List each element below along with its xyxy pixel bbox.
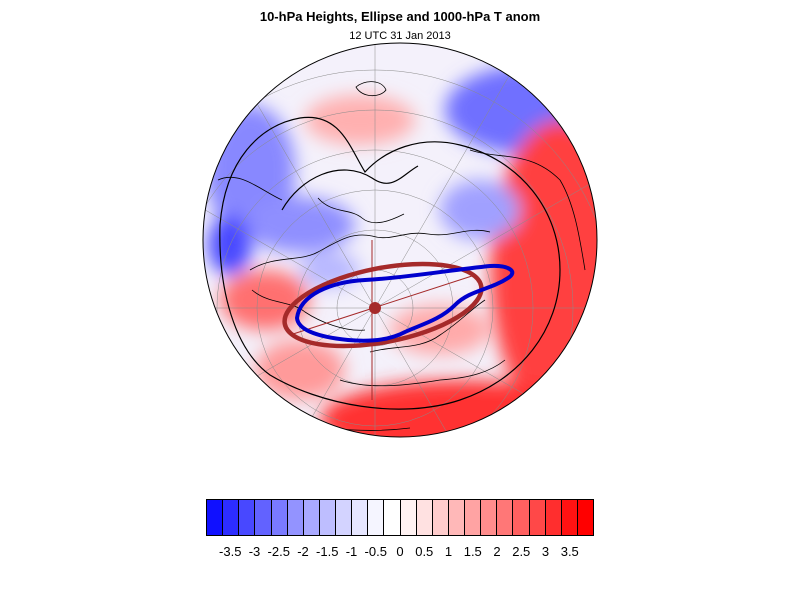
colorbar-tick-label: 0 — [396, 544, 404, 559]
meridian-line — [374, 307, 536, 437]
meridian-line — [214, 307, 376, 437]
colorbar-swatch — [545, 500, 562, 535]
colorbar-tick-label: -3.5 — [219, 544, 242, 559]
colorbar-tick-label: -3 — [248, 544, 261, 559]
vortex-edge-contour — [294, 263, 515, 343]
colorbar-swatch — [529, 500, 546, 535]
chart-title: 10-hPa Heights, Ellipse and 1000-hPa T a… — [259, 9, 541, 24]
height-contours — [219, 116, 561, 410]
colorbar-swatch — [513, 500, 530, 535]
colorbar-swatch — [561, 500, 578, 535]
colorbar-tick-label: 3.5 — [560, 544, 579, 559]
colorbar-tick-label: 2.5 — [512, 544, 531, 559]
colorbar-tick-label: 0.5 — [415, 544, 434, 559]
colorbar-tick-label: -0.5 — [364, 544, 387, 559]
colorbar-swatch — [432, 500, 449, 535]
colorbar-tick-label: -1.5 — [316, 544, 339, 559]
meridian-line — [374, 147, 597, 309]
vortex-ellipse — [282, 261, 484, 349]
colorbar-swatch — [352, 500, 369, 535]
anomaly-field — [203, 43, 597, 437]
colorbar-swatch — [481, 500, 498, 535]
colorbar-tick-label: -2 — [297, 544, 309, 559]
colorbar-swatch — [416, 500, 433, 535]
chart-subtitle: 12 UTC 31 Jan 2013 — [349, 30, 451, 42]
colorbar-swatch — [223, 500, 240, 535]
colorbar-tick-label: 1.5 — [463, 544, 482, 559]
colorbar-tick-label: 1 — [444, 544, 453, 559]
colorbar-swatch — [577, 500, 593, 535]
colorbar-swatch — [368, 500, 385, 535]
colorbar-swatch — [465, 500, 482, 535]
colorbar-swatch — [271, 500, 288, 535]
colorbar-swatch — [336, 500, 353, 535]
colorbar-swatch — [207, 500, 224, 535]
colorbar-tick-label: 2 — [493, 544, 501, 559]
colorbar-swatch — [497, 500, 514, 535]
meridian-line — [374, 43, 536, 309]
colorbar-swatch — [319, 500, 336, 535]
colorbar-swatch — [400, 500, 417, 535]
colorbar-swatch — [239, 500, 256, 535]
colorbar — [206, 499, 594, 536]
colorbar-swatch — [448, 500, 465, 535]
colorbar-tick-label: 3 — [541, 544, 550, 559]
colorbar-swatch — [384, 500, 401, 535]
colorbar-swatch — [303, 500, 320, 535]
colorbar-swatch — [287, 500, 304, 535]
colorbar-swatch — [255, 500, 272, 535]
globe-outline — [202, 42, 598, 438]
ellipse-minor-axis — [289, 274, 476, 336]
vortex-centroid — [369, 302, 381, 314]
colorbar-tick-label: -1 — [345, 544, 358, 559]
colorbar-tick-label: -2.5 — [267, 544, 290, 559]
